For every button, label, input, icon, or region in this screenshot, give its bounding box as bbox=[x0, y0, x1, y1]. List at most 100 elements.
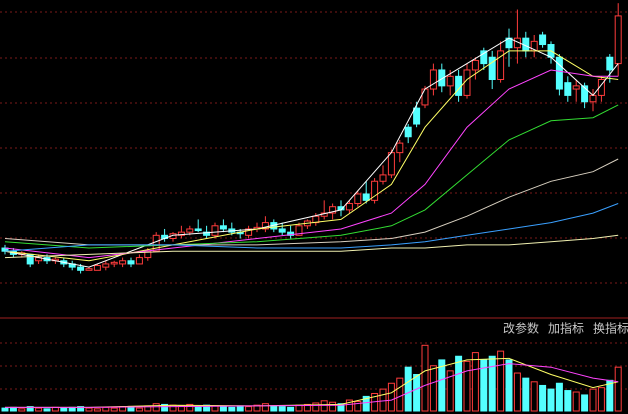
moving-average bbox=[4, 37, 619, 268]
candle-body bbox=[119, 260, 127, 265]
volume-bar bbox=[177, 405, 185, 412]
tool-button[interactable]: 换指标 bbox=[593, 321, 628, 336]
volume-bar bbox=[77, 406, 85, 412]
volume-bar bbox=[572, 391, 580, 412]
candle-body bbox=[488, 56, 496, 81]
volume-bar bbox=[530, 381, 538, 412]
candle-body bbox=[194, 228, 202, 232]
candle-body bbox=[177, 231, 185, 236]
candle-body bbox=[396, 142, 404, 154]
volume-bar bbox=[135, 407, 143, 412]
candle-body bbox=[135, 257, 143, 265]
volume-bar bbox=[505, 359, 513, 412]
volume-bar bbox=[564, 390, 572, 412]
volume-bar bbox=[362, 395, 370, 412]
volume-bar bbox=[404, 366, 412, 412]
candle-body bbox=[345, 203, 353, 211]
candle-body bbox=[278, 228, 286, 233]
candle-body bbox=[564, 82, 572, 96]
volume-bar bbox=[169, 404, 177, 412]
volume-bar bbox=[219, 406, 227, 412]
candle-body bbox=[203, 231, 211, 236]
candle-body bbox=[539, 34, 547, 46]
candle-body bbox=[102, 263, 110, 268]
volume-bar bbox=[85, 407, 93, 412]
volume-bar bbox=[270, 405, 278, 412]
candle-body bbox=[77, 266, 85, 271]
candle-body bbox=[455, 75, 463, 96]
volume-bar bbox=[345, 399, 353, 412]
volume-bar bbox=[497, 350, 505, 412]
candle-body bbox=[429, 69, 437, 90]
candle-body bbox=[93, 265, 101, 271]
volume-bar bbox=[278, 406, 286, 412]
volume-bar bbox=[43, 408, 51, 412]
candle-body bbox=[471, 59, 479, 71]
volume-bar bbox=[488, 355, 496, 412]
volume-bar bbox=[480, 359, 488, 412]
volume-bar bbox=[161, 403, 169, 412]
candle-body bbox=[261, 222, 269, 230]
volume-bar bbox=[253, 404, 261, 412]
candle-body bbox=[581, 85, 589, 103]
volume-bar bbox=[463, 360, 471, 412]
volume-bar bbox=[513, 372, 521, 412]
volume-bar bbox=[60, 407, 68, 412]
candle-body bbox=[497, 50, 505, 81]
candle-body bbox=[186, 228, 194, 233]
candle-body bbox=[211, 225, 219, 236]
candle-body bbox=[379, 174, 387, 182]
candle-body bbox=[287, 231, 295, 236]
candle-body bbox=[614, 15, 622, 65]
candle-body bbox=[413, 107, 421, 125]
volume-bar bbox=[93, 408, 101, 412]
volume-bar bbox=[287, 406, 295, 412]
moving-average bbox=[4, 104, 619, 249]
volume-bar bbox=[110, 407, 118, 412]
candle-body bbox=[329, 206, 337, 214]
volume-average bbox=[5, 357, 619, 408]
candle-body bbox=[597, 79, 605, 96]
volume-bar bbox=[581, 394, 589, 412]
volume-bar bbox=[589, 388, 597, 412]
candle-body bbox=[219, 225, 227, 230]
volume-average bbox=[5, 363, 619, 408]
moving-average bbox=[4, 50, 619, 262]
volume-bar bbox=[555, 382, 563, 412]
volume-bar bbox=[329, 401, 337, 412]
volume-bar bbox=[429, 365, 437, 412]
candle-body bbox=[110, 261, 118, 265]
tool-button[interactable]: 加指标 bbox=[548, 321, 584, 336]
volume-bar bbox=[539, 384, 547, 412]
volume-bar bbox=[228, 406, 236, 412]
volume-bar bbox=[186, 403, 194, 412]
moving-average bbox=[4, 69, 619, 259]
candle-body bbox=[555, 56, 563, 90]
volume-bar bbox=[438, 359, 446, 412]
volume-bar bbox=[471, 352, 479, 412]
volume-bar bbox=[522, 377, 530, 412]
candle-body bbox=[606, 56, 614, 71]
volume-bar bbox=[606, 379, 614, 412]
volume-bar bbox=[102, 406, 110, 412]
volume-bar bbox=[26, 406, 34, 412]
volume-bar bbox=[455, 355, 463, 412]
volume-bar bbox=[194, 406, 202, 412]
volume-bar bbox=[396, 377, 404, 412]
candle-body bbox=[371, 180, 379, 201]
volume-bar bbox=[379, 388, 387, 412]
volume-bar bbox=[614, 366, 622, 412]
volume-bar bbox=[446, 370, 454, 412]
volume-bar bbox=[35, 407, 43, 412]
volume-bar bbox=[421, 344, 429, 412]
moving-average bbox=[4, 234, 619, 259]
volume-bar bbox=[337, 403, 345, 412]
tool-button[interactable]: 改参数 bbox=[503, 321, 539, 336]
candle-body bbox=[446, 75, 454, 87]
candle-body bbox=[245, 228, 253, 236]
candle-body bbox=[463, 69, 471, 96]
candle-body bbox=[354, 193, 362, 205]
volume-bar bbox=[152, 403, 160, 412]
volume-bar bbox=[245, 406, 253, 412]
